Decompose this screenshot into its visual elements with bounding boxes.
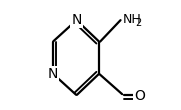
Text: N: N [48,67,58,81]
Text: NH: NH [123,13,142,26]
Text: N: N [71,13,82,27]
Text: 2: 2 [136,17,142,28]
Text: O: O [134,89,145,103]
